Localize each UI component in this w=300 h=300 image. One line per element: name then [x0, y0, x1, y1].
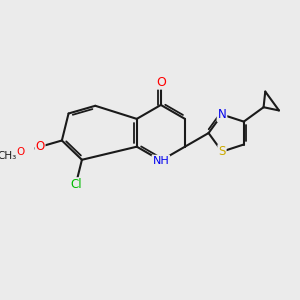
Text: O: O [16, 147, 25, 158]
Text: O: O [156, 76, 166, 89]
Text: NH: NH [152, 156, 169, 166]
Text: S: S [218, 145, 226, 158]
Text: O: O [35, 140, 45, 153]
Text: N: N [218, 108, 226, 121]
Text: Cl: Cl [70, 178, 82, 191]
Text: CH₃: CH₃ [0, 152, 16, 161]
